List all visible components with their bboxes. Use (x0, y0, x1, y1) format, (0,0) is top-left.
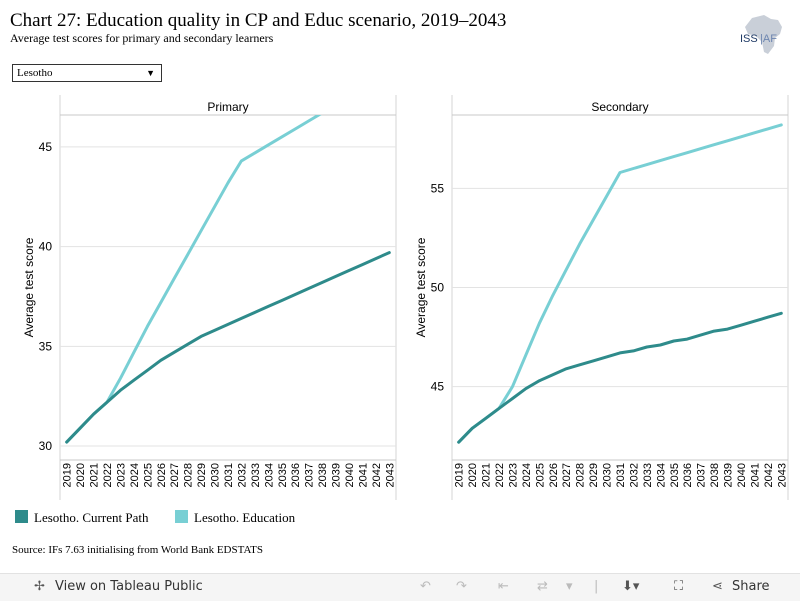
chart-subtitle: Average test scores for primary and seco… (10, 31, 274, 45)
secondary-y-axis-label: Average test score (414, 237, 428, 337)
legend-label-current-path: Lesotho. Current Path (34, 510, 149, 525)
primary-x-tick-label: 2032 (236, 463, 248, 487)
secondary-x-tick-label: 2027 (561, 463, 573, 487)
legend-swatch-current-path (15, 510, 28, 523)
primary-x-tick-label: 2041 (357, 463, 369, 487)
primary-y-axis-label: Average test score (22, 237, 36, 337)
primary-series-current-path (65, 251, 391, 444)
primary-y-tick-label: 40 (39, 240, 53, 254)
country-select[interactable]: Lesotho ▼ (12, 64, 162, 82)
secondary-x-tick-label: 2024 (521, 463, 533, 487)
legend-label-education: Lesotho. Education (194, 510, 296, 525)
primary-panel-title: Primary (207, 100, 248, 114)
primary-x-tick-label: 2025 (142, 463, 154, 487)
primary-x-tick-label: 2031 (223, 463, 235, 487)
primary-y-tick-label: 30 (39, 439, 53, 453)
primary-x-tick-label: 2040 (344, 463, 356, 487)
svg-text:|AF: |AF (760, 33, 777, 45)
chart-title: Chart 27: Education quality in CP and Ed… (10, 10, 507, 31)
refresh-dropdown-icon[interactable]: ▾ (566, 579, 573, 594)
secondary-x-tick-label: 2025 (534, 463, 546, 487)
secondary-x-tick-label: 2028 (575, 463, 587, 487)
secondary-x-tick-label: 2026 (548, 463, 560, 487)
primary-x-tick-label: 2039 (331, 463, 343, 487)
secondary-x-tick-label: 2034 (655, 463, 667, 487)
primary-x-tick-label: 2042 (371, 463, 383, 487)
secondary-x-tick-label: 2029 (588, 463, 600, 487)
primary-x-tick-label: 2023 (115, 463, 127, 487)
secondary-x-tick-label: 2023 (507, 463, 519, 487)
secondary-x-tick-label: 2031 (615, 463, 627, 487)
secondary-x-tick-label: 2035 (669, 463, 681, 487)
share-icon[interactable]: ⋖ (712, 579, 723, 594)
primary-x-tick-label: 2026 (156, 463, 168, 487)
secondary-x-tick-label: 2037 (696, 463, 708, 487)
primary-x-tick-label: 2022 (102, 463, 114, 487)
redo-icon[interactable]: ↷ (456, 579, 467, 594)
secondary-x-tick-label: 2021 (481, 463, 493, 487)
primary-x-tick-label: 2033 (250, 463, 262, 487)
download-icon[interactable]: ⬇▾ (622, 579, 640, 594)
secondary-y-tick-label: 55 (431, 181, 445, 195)
secondary-x-tick-label: 2032 (628, 463, 640, 487)
refresh-icon[interactable]: ⇄ (537, 579, 548, 594)
secondary-x-tick-label: 2033 (642, 463, 654, 487)
iss-africa-logo: ISS |AF (740, 15, 782, 54)
secondary-x-tick-label: 2030 (602, 463, 614, 487)
chevron-down-icon: ▼ (146, 68, 155, 78)
source-note: Source: IFs 7.63 initialising from World… (12, 544, 264, 556)
primary-x-tick-label: 2037 (304, 463, 316, 487)
secondary-y-tick-label: 50 (431, 281, 445, 295)
secondary-x-tick-label: 2041 (749, 463, 761, 487)
undo-icon[interactable]: ↶ (420, 579, 431, 594)
revert-icon[interactable]: ⇤ (498, 579, 509, 594)
view-on-tableau-link[interactable]: View on Tableau Public (55, 579, 203, 594)
secondary-x-tick-label: 2043 (776, 463, 788, 487)
secondary-x-tick-label: 2039 (723, 463, 735, 487)
secondary-panel-title: Secondary (591, 100, 648, 114)
primary-x-tick-label: 2027 (169, 463, 181, 487)
primary-x-tick-label: 2038 (317, 463, 329, 487)
tableau-icon: ✢ (34, 579, 45, 594)
primary-x-tick-label: 2019 (62, 463, 74, 487)
tableau-toolbar: ✢ View on Tableau Public ↶ ↷ ⇤ ⇄ ▾ | ⬇▾ … (0, 573, 800, 601)
secondary-x-tick-label: 2038 (709, 463, 721, 487)
share-button[interactable]: Share (732, 579, 770, 594)
primary-y-tick-label: 45 (39, 140, 53, 154)
secondary-x-tick-label: 2019 (454, 463, 466, 487)
primary-x-tick-label: 2020 (75, 463, 87, 487)
primary-x-tick-label: 2030 (210, 463, 222, 487)
primary-x-tick-label: 2021 (89, 463, 101, 487)
toolbar-divider: | (594, 579, 599, 594)
secondary-x-tick-label: 2040 (736, 463, 748, 487)
primary-series-education (65, 115, 322, 444)
primary-x-tick-label: 2029 (196, 463, 208, 487)
primary-x-tick-label: 2035 (277, 463, 289, 487)
primary-x-tick-label: 2034 (263, 463, 275, 487)
secondary-x-tick-label: 2022 (494, 463, 506, 487)
primary-y-tick-label: 35 (39, 339, 53, 353)
secondary-x-tick-label: 2036 (682, 463, 694, 487)
secondary-series-education (457, 123, 783, 444)
secondary-series-current-path (457, 311, 783, 444)
secondary-x-tick-label: 2042 (763, 463, 775, 487)
primary-x-tick-label: 2043 (384, 463, 396, 487)
legend-item-education[interactable]: Lesotho. Education (175, 510, 295, 526)
legend-item-current-path[interactable]: Lesotho. Current Path (15, 510, 148, 526)
fullscreen-icon[interactable]: ⛶ (674, 579, 684, 594)
logo-text: ISS (740, 33, 758, 45)
primary-x-tick-label: 2028 (183, 463, 195, 487)
primary-x-tick-label: 2036 (290, 463, 302, 487)
primary-x-tick-label: 2024 (129, 463, 141, 487)
legend-swatch-education (175, 510, 188, 523)
secondary-x-tick-label: 2020 (467, 463, 479, 487)
country-select-value: Lesotho (17, 67, 53, 79)
secondary-y-tick-label: 45 (431, 380, 445, 394)
